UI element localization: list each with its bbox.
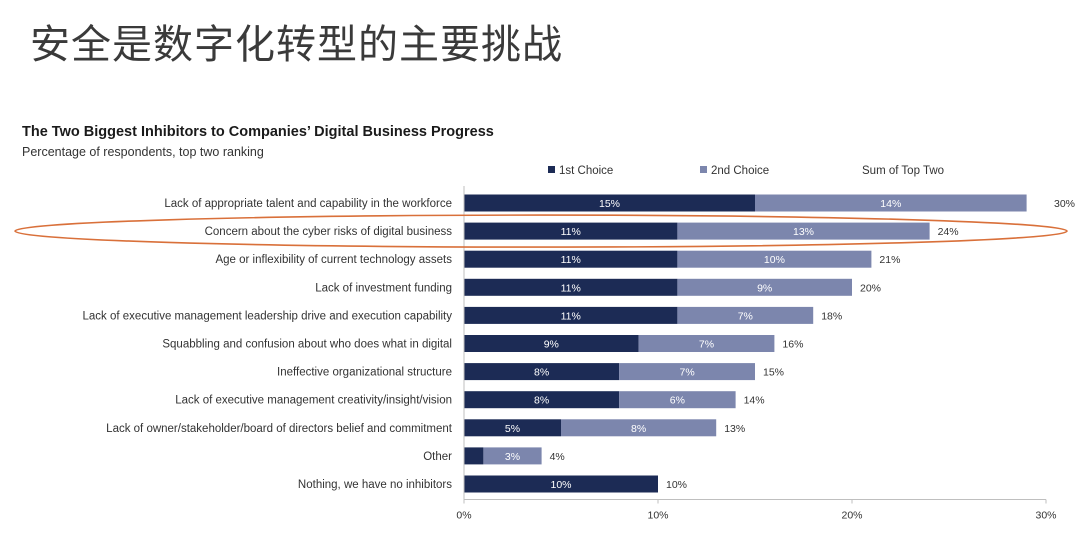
bar-1st-choice — [464, 194, 755, 212]
bar-2nd-choice — [755, 194, 1027, 212]
bar-1st-choice — [464, 391, 620, 409]
bar-value-label-2nd: 10% — [764, 254, 785, 266]
bar-2nd-choice — [677, 222, 930, 240]
bar-value-label-2nd: 7% — [699, 339, 714, 351]
bar-value-label-2nd: 13% — [793, 226, 814, 238]
bar-1st-choice — [464, 250, 678, 268]
bar-1st-choice — [464, 447, 484, 465]
sum-value-label: 20% — [860, 282, 881, 294]
category-label: Age or inflexibility of current technolo… — [215, 254, 452, 266]
sum-value-label: 13% — [724, 423, 745, 435]
bar-1st-choice — [464, 222, 678, 240]
bar-1st-choice — [464, 278, 678, 296]
bar-1st-choice — [464, 306, 678, 324]
bar-2nd-choice — [561, 419, 717, 437]
category-label: Squabbling and confusion about who does … — [162, 339, 452, 351]
category-label: Nothing, we have no inhibitors — [298, 479, 452, 491]
bar-1st-choice — [464, 475, 658, 493]
legend-label-2nd: 2nd Choice — [711, 165, 770, 177]
sum-value-label: 16% — [782, 339, 803, 351]
category-label: Concern about the cyber risks of digital… — [205, 226, 453, 238]
bar-2nd-choice — [677, 250, 872, 268]
category-label: Lack of executive management leadership … — [83, 310, 453, 322]
bar-2nd-choice — [483, 447, 542, 465]
bar-value-label-2nd: 14% — [880, 198, 901, 210]
category-label: Lack of owner/stakeholder/board of direc… — [106, 423, 453, 435]
bar-value-label-1st: 11% — [561, 310, 581, 322]
bar-value-label-1st: 8% — [534, 395, 549, 407]
x-tick-label: 30% — [1035, 509, 1056, 521]
bar-value-label-2nd: 8% — [631, 423, 646, 435]
bar-value-label-1st: 9% — [544, 339, 559, 351]
bar-1st-choice — [464, 363, 620, 381]
category-label: Lack of appropriate talent and capabilit… — [164, 198, 452, 210]
bar-2nd-choice — [677, 278, 852, 296]
legend-swatch-1st — [548, 166, 555, 173]
legend-item-1st-choice: 1st Choice — [548, 165, 613, 177]
bar-value-label-1st: 5% — [505, 423, 520, 435]
bar-2nd-choice — [638, 335, 775, 352]
highlight-ellipse — [14, 214, 1068, 248]
bar-value-label-1st: 15% — [599, 198, 620, 210]
legend-label-sum: Sum of Top Two — [862, 165, 945, 177]
bar-value-label-1st: 8% — [534, 367, 549, 379]
legend-item-sum: Sum of Top Two — [862, 165, 944, 177]
bar-value-label-1st: 11% — [561, 226, 581, 238]
bar-value-label-2nd: 9% — [757, 282, 772, 294]
bar-value-label-1st: 11% — [561, 282, 581, 294]
category-label: Ineffective organizational structure — [277, 367, 452, 379]
sum-value-label: 21% — [879, 254, 900, 266]
bar-value-label-1st: 11% — [561, 254, 581, 266]
x-tick-label: 20% — [841, 509, 862, 521]
category-label: Lack of executive management creativity/… — [175, 395, 452, 407]
sum-value-label: 4% — [550, 451, 565, 463]
chart-title: The Two Biggest Inhibitors to Companies’… — [22, 124, 494, 140]
slide-title: 安全是数字化转型的主要挑战 — [30, 22, 563, 68]
legend-label-1st: 1st Choice — [559, 165, 614, 177]
category-label: Lack of investment funding — [315, 282, 452, 294]
sum-value-label: 10% — [666, 479, 687, 491]
bar-2nd-choice — [677, 306, 814, 324]
bar-1st-choice — [464, 335, 639, 352]
category-label: Other — [423, 451, 452, 463]
sum-value-label: 18% — [821, 310, 842, 322]
chart-subtitle: Percentage of respondents, top two ranki… — [22, 145, 264, 159]
legend-swatch-2nd — [700, 166, 707, 173]
x-tick-label: 0% — [456, 509, 471, 521]
legend-item-2nd-choice: 2nd Choice — [700, 165, 769, 177]
bar-1st-choice — [464, 419, 561, 437]
bar-value-label-2nd: 3% — [505, 451, 520, 463]
bar-2nd-choice — [619, 391, 736, 409]
sum-value-label: 30% — [1054, 198, 1075, 210]
bar-2nd-choice — [619, 363, 755, 381]
x-tick-label: 10% — [647, 509, 668, 521]
bar-value-label-2nd: 7% — [680, 367, 695, 379]
sum-value-label: 24% — [938, 226, 959, 238]
sum-value-label: 15% — [763, 367, 784, 379]
bar-value-label-2nd: 7% — [738, 310, 753, 322]
sum-value-label: 14% — [744, 395, 765, 407]
bar-value-label-1st: 10% — [550, 479, 571, 491]
bar-value-label-2nd: 6% — [670, 395, 685, 407]
